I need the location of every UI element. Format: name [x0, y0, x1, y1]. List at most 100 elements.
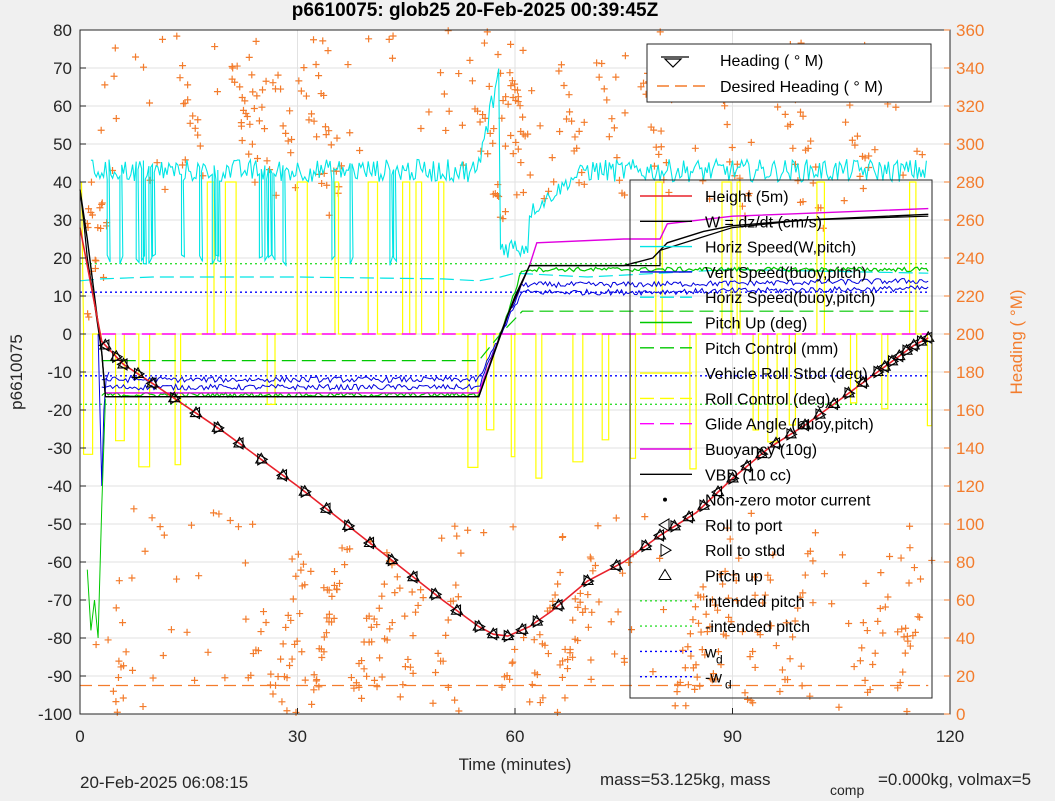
heading-point [681, 664, 689, 672]
heading-point [917, 575, 925, 583]
heading-point [236, 83, 244, 91]
heading-point [621, 52, 629, 60]
roll-port-marker [710, 485, 723, 499]
heading-point [120, 662, 128, 670]
heading-point [863, 627, 871, 635]
legend-heading-swatch [661, 56, 689, 68]
heading-point [530, 636, 538, 644]
heading-point [796, 593, 804, 601]
heading-point [595, 73, 603, 81]
heading-point [252, 37, 260, 45]
heading-point [561, 694, 569, 702]
heading-point [698, 646, 706, 654]
heading-point [279, 122, 287, 130]
heading-point [574, 637, 582, 645]
heading-point [684, 681, 692, 689]
heading-point [894, 628, 902, 636]
heading-point [458, 121, 466, 129]
y-right-tick-label: 220 [956, 287, 984, 306]
heading-point [184, 81, 192, 89]
heading-point [283, 674, 291, 682]
heading-point [153, 159, 161, 167]
heading-point [558, 533, 566, 541]
heading-point [514, 93, 522, 101]
y-tick-label: -60 [47, 553, 72, 572]
heading-point [284, 137, 292, 145]
heading-point [747, 138, 755, 146]
heading-point [237, 122, 245, 130]
legend-item-label: Vert Speed(buoy,pitch) [705, 265, 867, 282]
roll-stbd-marker [670, 519, 682, 533]
legend-item-label: Pitch up [705, 569, 763, 586]
heading-point [109, 687, 117, 695]
heading-point [438, 534, 446, 542]
roll-stbd-marker [887, 354, 900, 368]
heading-point [600, 85, 608, 93]
heading-point [744, 695, 752, 703]
heading-point [419, 594, 427, 602]
heading-point [466, 56, 474, 64]
heading-point [370, 676, 378, 684]
heading-point [587, 675, 595, 683]
heading-point [809, 599, 817, 607]
heading-point [310, 117, 318, 125]
heading-point [302, 92, 310, 100]
heading-point [445, 107, 453, 115]
legend-item-label: Vehicle Roll Stbd (deg) [705, 366, 868, 383]
heading-point [344, 61, 352, 69]
heading-point [761, 591, 769, 599]
heading-point [476, 118, 484, 126]
heading-point [856, 657, 864, 665]
heading-point [210, 509, 218, 517]
heading-point [199, 172, 207, 180]
heading-point [386, 625, 394, 633]
roll-port-marker [486, 627, 498, 641]
heading-point [442, 631, 450, 639]
y-tick-label: 0 [63, 325, 72, 344]
heading-point [722, 632, 730, 640]
heading-point [565, 91, 573, 99]
heading-point [87, 178, 95, 186]
heading-point [861, 676, 869, 684]
heading-point [363, 672, 371, 680]
heading-point [571, 133, 579, 141]
heading-point [211, 43, 219, 51]
legend-item-subscript: d [725, 678, 732, 692]
legend-item-label: Horiz Speed(buoy,pitch) [705, 290, 875, 307]
heading-point [253, 154, 261, 162]
heading-point [865, 152, 873, 160]
heading-point [514, 86, 522, 94]
heading-point [204, 648, 212, 656]
heading-point [189, 112, 197, 120]
footer-mass-comp-sub: comp [830, 782, 865, 798]
roll-port-marker [681, 510, 694, 524]
heading-point [513, 191, 521, 199]
heading-point [879, 629, 887, 637]
roll-stbd-marker [757, 447, 769, 461]
heading-point [764, 571, 772, 579]
roll-stbd-marker [474, 620, 486, 634]
heading-point [308, 700, 316, 708]
heading-point [799, 112, 807, 120]
heading-point [533, 671, 541, 679]
heading-point [331, 568, 339, 576]
heading-point [706, 195, 714, 203]
heading-point [242, 110, 250, 118]
heading-point [861, 154, 869, 162]
heading-point [840, 197, 848, 205]
heading-point [736, 174, 744, 182]
heading-point [146, 99, 154, 107]
heading-point [691, 603, 699, 611]
roll-stbd-marker [583, 574, 595, 588]
heading-point [751, 591, 759, 599]
heading-point [110, 72, 118, 80]
heading-point [104, 636, 112, 644]
roll-stbd-marker [112, 350, 124, 364]
heading-point [559, 657, 567, 665]
heading-point [360, 665, 368, 673]
heading-point [318, 179, 326, 187]
heading-point [437, 69, 445, 77]
heading-point [194, 116, 202, 124]
heading-point [620, 654, 628, 662]
heading-point [385, 35, 393, 43]
